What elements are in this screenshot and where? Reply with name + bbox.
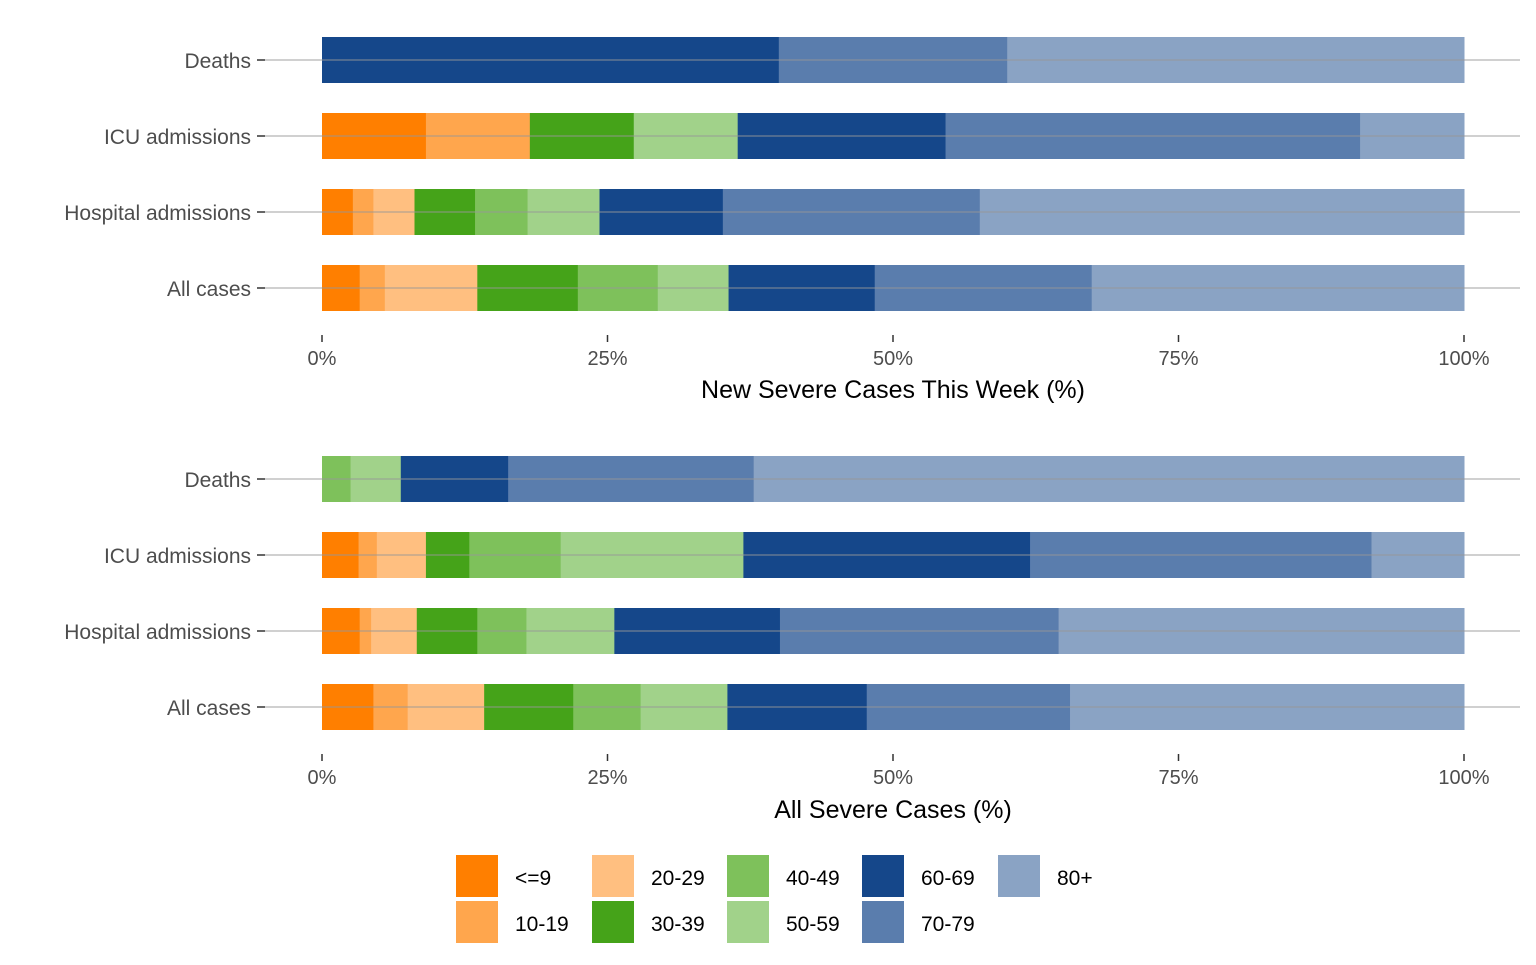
x-tick-label: 50% xyxy=(873,348,913,370)
bar-segment xyxy=(322,113,427,159)
bar-segment xyxy=(322,265,361,311)
bar-segment xyxy=(1070,684,1465,730)
bar-segment xyxy=(358,532,378,578)
y-tick-label: Deaths xyxy=(184,50,251,73)
legend-key xyxy=(862,855,904,897)
legend-label: <=9 xyxy=(515,867,551,890)
legend-key xyxy=(456,855,498,897)
bar-segment xyxy=(322,189,354,235)
bar-segment xyxy=(640,684,728,730)
y-tick-label: ICU admissions xyxy=(104,126,251,149)
x-tick-label: 50% xyxy=(873,767,913,789)
x-tick-label: 0% xyxy=(308,348,337,370)
bar-segment xyxy=(359,265,386,311)
bar-segment xyxy=(1030,532,1372,578)
bar-segment xyxy=(384,265,478,311)
y-tick-label: ICU admissions xyxy=(104,545,251,568)
bar-segment xyxy=(322,456,352,502)
bar-segment xyxy=(728,265,876,311)
x-axis-title: All Severe Cases (%) xyxy=(774,796,1012,824)
bar-segment xyxy=(727,684,868,730)
bar-segment xyxy=(874,265,1093,311)
legend-key xyxy=(592,855,634,897)
bar-segment xyxy=(599,189,724,235)
bar-segment xyxy=(743,532,1031,578)
bar-segment xyxy=(416,608,478,654)
bar-segment xyxy=(560,532,744,578)
bar-segment xyxy=(425,532,470,578)
bar-segment xyxy=(1058,608,1465,654)
y-tick-label: Deaths xyxy=(184,469,251,492)
x-tick-label: 100% xyxy=(1438,767,1489,789)
x-tick-label: 75% xyxy=(1158,767,1198,789)
bar-segment xyxy=(373,189,416,235)
bar-segment xyxy=(527,189,601,235)
bar-segment xyxy=(577,265,659,311)
bar-segment xyxy=(945,113,1361,159)
bar-segment xyxy=(1091,265,1465,311)
legend-key xyxy=(862,901,904,943)
bar-segment xyxy=(1007,37,1465,83)
bar-segment xyxy=(475,189,529,235)
bar-segment xyxy=(477,265,579,311)
bar-segment xyxy=(722,189,981,235)
y-tick-label: All cases xyxy=(167,697,251,720)
bar-segment xyxy=(322,37,780,83)
bar-segment xyxy=(469,532,562,578)
x-tick-label: 25% xyxy=(587,348,627,370)
bar-segment xyxy=(322,684,374,730)
bar-segment xyxy=(352,189,374,235)
legend-label: 70-79 xyxy=(921,913,975,936)
legend-key xyxy=(456,901,498,943)
bar-segment xyxy=(508,456,755,502)
legend-label: 40-49 xyxy=(786,867,840,890)
x-axis-title: New Severe Cases This Week (%) xyxy=(701,376,1085,404)
bar-segment xyxy=(614,608,781,654)
x-tick-label: 25% xyxy=(587,767,627,789)
legend-label: 20-29 xyxy=(651,867,705,890)
bar-segment xyxy=(373,684,409,730)
bar-segment xyxy=(407,684,485,730)
bar-segment xyxy=(1360,113,1465,159)
legend-label: 80+ xyxy=(1057,867,1093,890)
bar-segment xyxy=(573,684,642,730)
x-tick-label: 75% xyxy=(1158,348,1198,370)
bar-segment xyxy=(633,113,739,159)
bar-segment xyxy=(477,608,527,654)
bar-segment xyxy=(350,456,402,502)
y-tick-label: Hospital admissions xyxy=(64,621,251,644)
bar-segment xyxy=(737,113,947,159)
bar-segment xyxy=(866,684,1071,730)
legend-label: 60-69 xyxy=(921,867,975,890)
bar-segment xyxy=(322,532,360,578)
bar-segment xyxy=(400,456,509,502)
legend-key xyxy=(727,901,769,943)
x-tick-label: 100% xyxy=(1438,348,1489,370)
legend-label: 50-59 xyxy=(786,913,840,936)
bar-segment xyxy=(979,189,1465,235)
bar-segment xyxy=(779,608,1060,654)
bar-segment xyxy=(1371,532,1465,578)
legend-key xyxy=(998,855,1040,897)
y-tick-label: All cases xyxy=(167,278,251,301)
bar-segment xyxy=(376,532,427,578)
bar-segment xyxy=(371,608,418,654)
bar-segment xyxy=(414,189,476,235)
x-tick-label: 0% xyxy=(308,767,337,789)
bar-segment xyxy=(322,608,361,654)
y-tick-label: Hospital admissions xyxy=(64,202,251,225)
bar-segment xyxy=(529,113,635,159)
bar-segment xyxy=(484,684,574,730)
bar-segment xyxy=(753,456,1465,502)
legend-key xyxy=(727,855,769,897)
legend-label: 30-39 xyxy=(651,913,705,936)
legend-key xyxy=(592,901,634,943)
bar-segment xyxy=(526,608,615,654)
bar-segment xyxy=(657,265,730,311)
legend-label: 10-19 xyxy=(515,913,569,936)
bar-segment xyxy=(778,37,1008,83)
bar-segment xyxy=(425,113,531,159)
bar-segment xyxy=(359,608,372,654)
